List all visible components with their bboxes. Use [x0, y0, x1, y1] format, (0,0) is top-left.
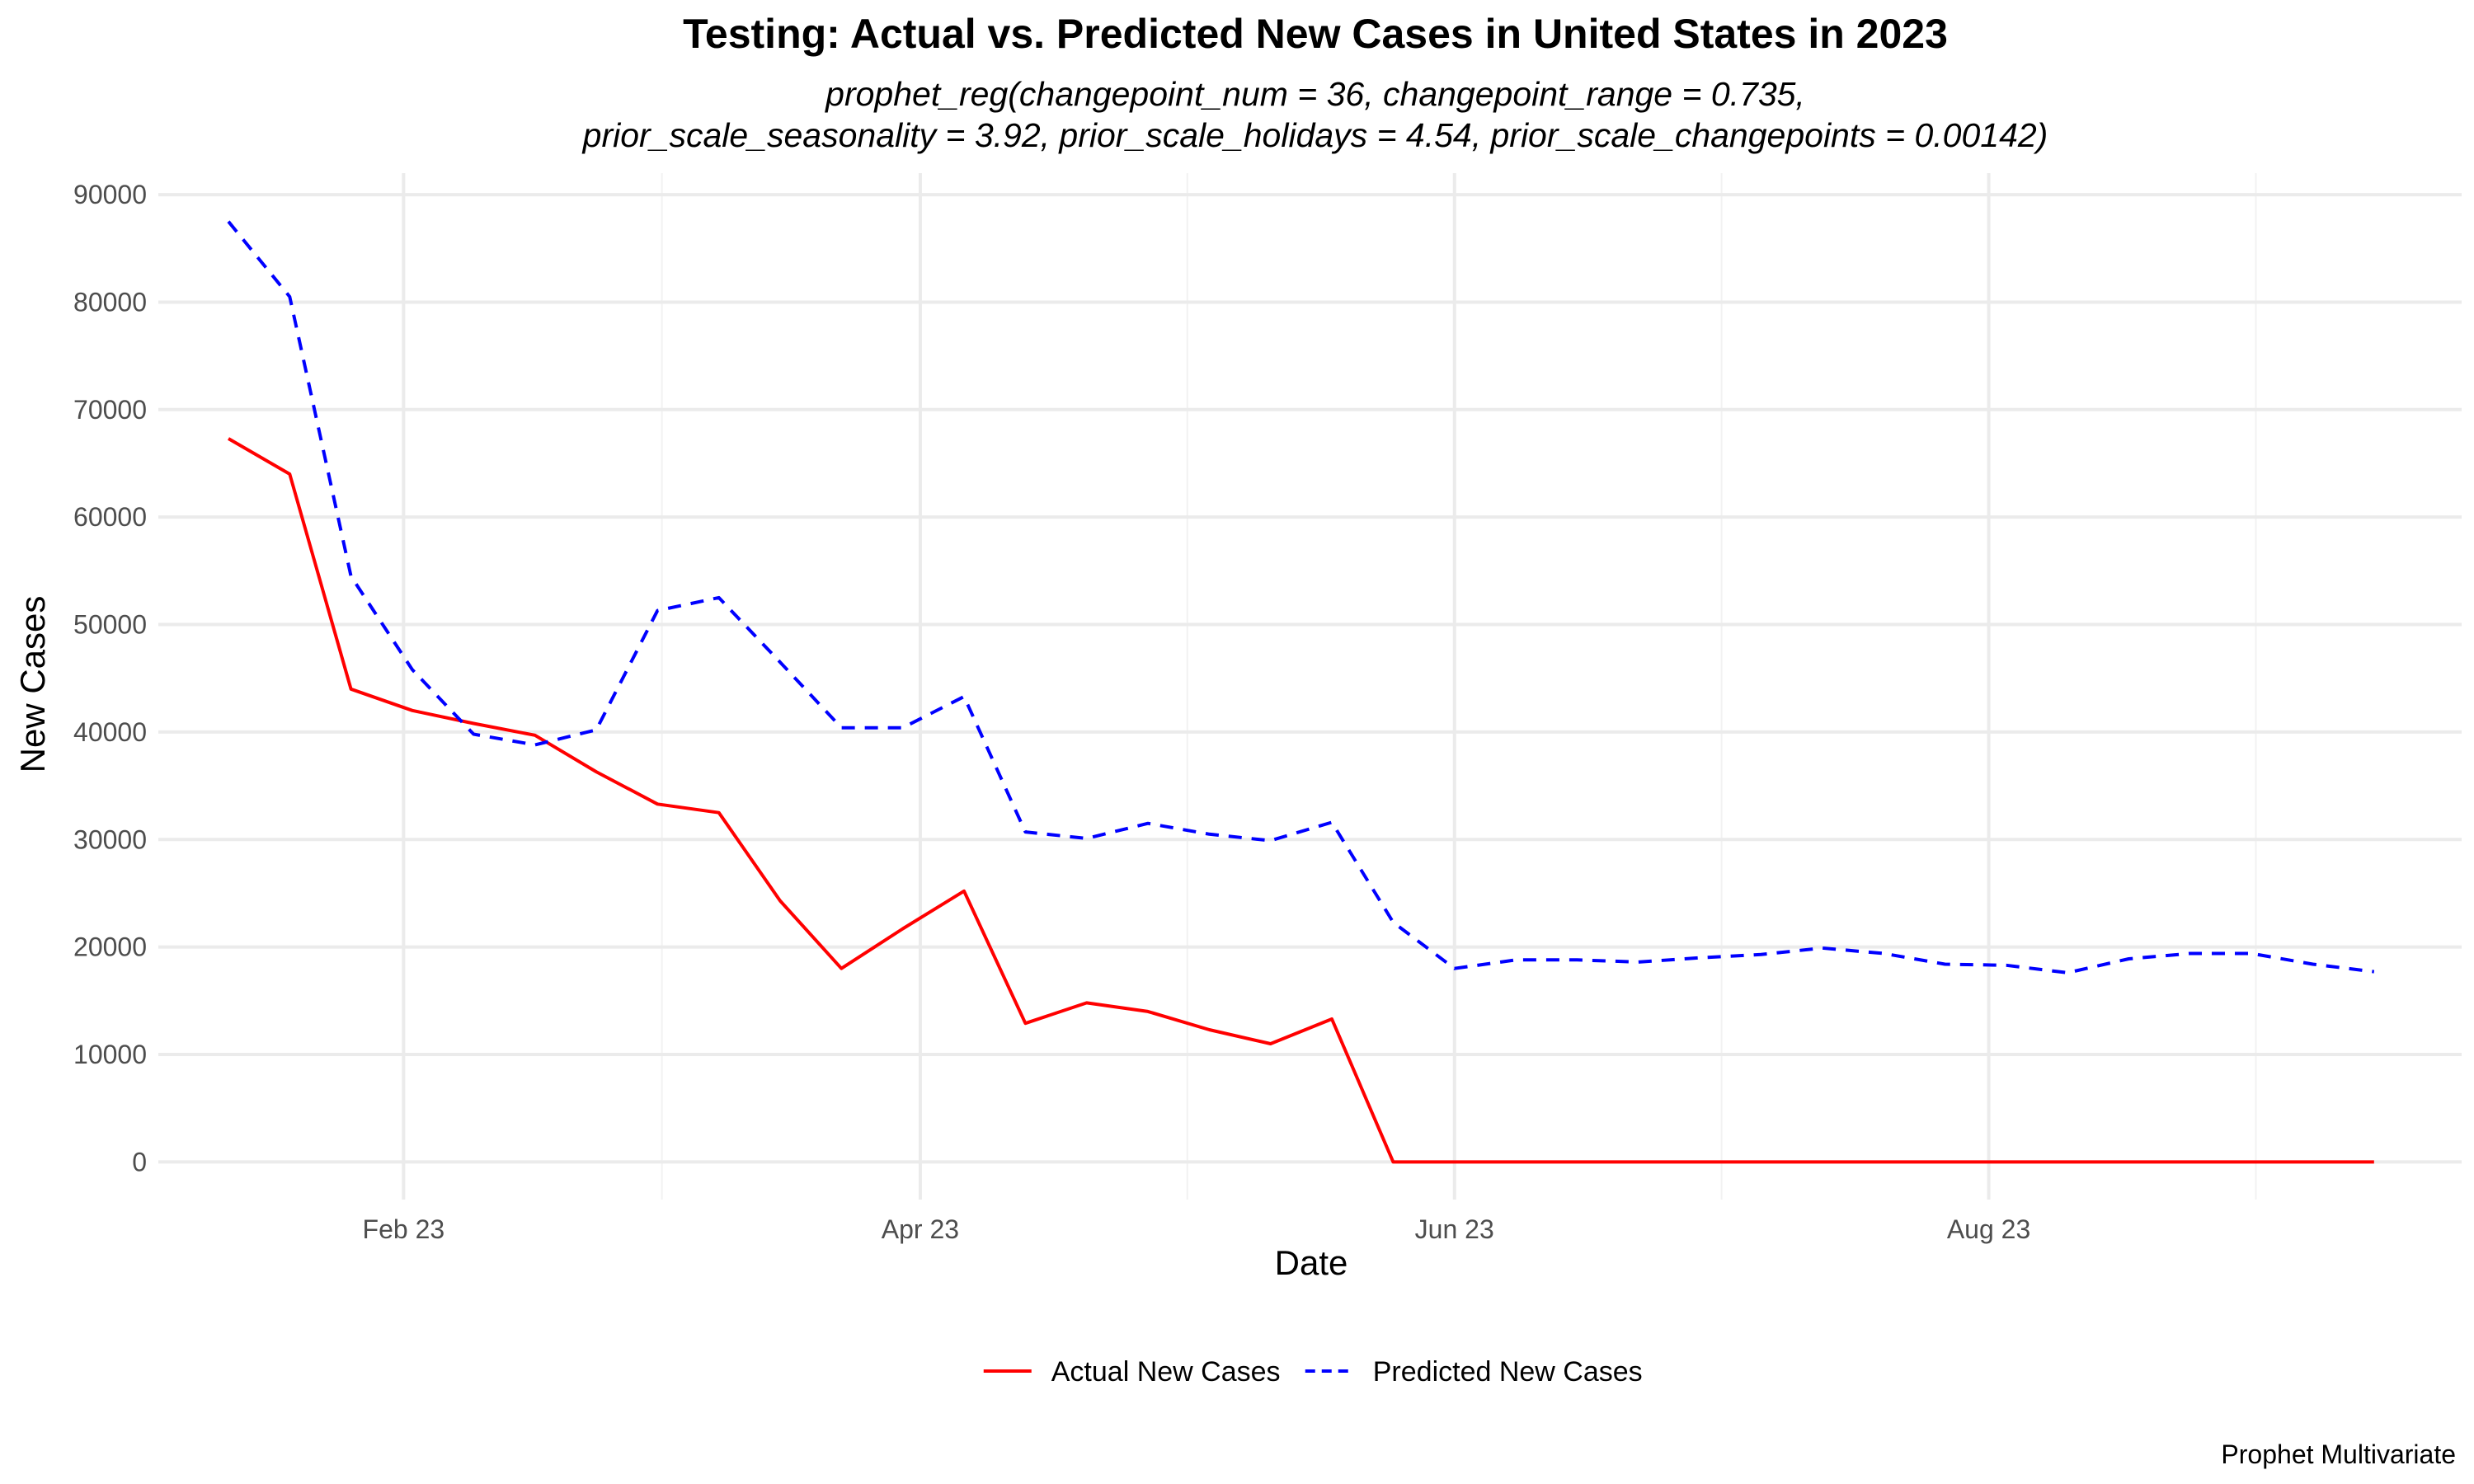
legend-item: Predicted New Cases [1305, 1356, 1643, 1388]
legend-label: Actual New Cases [1051, 1356, 1281, 1388]
x-tick-label: Jun 23 [1415, 1214, 1494, 1244]
legend-label: Predicted New Cases [1373, 1356, 1643, 1388]
series-lines [227, 220, 2375, 1164]
y-axis-title: New Cases [13, 596, 52, 773]
series-line-predicted [227, 220, 2375, 974]
y-tick-label: 80000 [73, 287, 147, 317]
y-tick-label: 40000 [73, 717, 147, 747]
x-axis-title: Date [1275, 1243, 1348, 1282]
x-tick-label: Aug 23 [1947, 1214, 2030, 1244]
chart-title: Testing: Actual vs. Predicted New Cases … [683, 11, 1948, 57]
y-axis-ticks: 0 10000 20000 30000 40000 50000 60000 70000 8000… [73, 180, 147, 1176]
x-axis-ticks: Feb 23 Apr 23 Jun 23 Aug 23 [363, 1214, 2031, 1244]
y-tick-label: 20000 [73, 932, 147, 962]
y-tick-label: 50000 [73, 610, 147, 640]
x-tick-label: Apr 23 [882, 1214, 959, 1244]
chart-subtitle-line-1: prophet_reg(changepoint_num = 36, change… [824, 75, 1805, 113]
y-tick-label: 60000 [73, 502, 147, 532]
legend-item: Actual New Cases [983, 1356, 1281, 1388]
y-tick-label: 10000 [73, 1040, 147, 1069]
chart-caption: Prophet Multivariate [2221, 1439, 2456, 1469]
y-tick-label: 30000 [73, 824, 147, 854]
legend: Actual New Cases Predicted New Cases [983, 1356, 1643, 1388]
chart-subtitle-line-2: prior_scale_seasonality = 3.92, prior_sc… [581, 116, 2048, 154]
y-tick-label: 70000 [73, 395, 147, 425]
y-tick-label: 90000 [73, 180, 147, 209]
series-line-actual [227, 437, 2374, 1164]
title-group: Testing: Actual vs. Predicted New Cases … [581, 11, 2048, 154]
y-tick-label: 0 [132, 1147, 147, 1176]
x-tick-label: Feb 23 [363, 1214, 445, 1244]
grid-lines [158, 173, 2462, 1200]
